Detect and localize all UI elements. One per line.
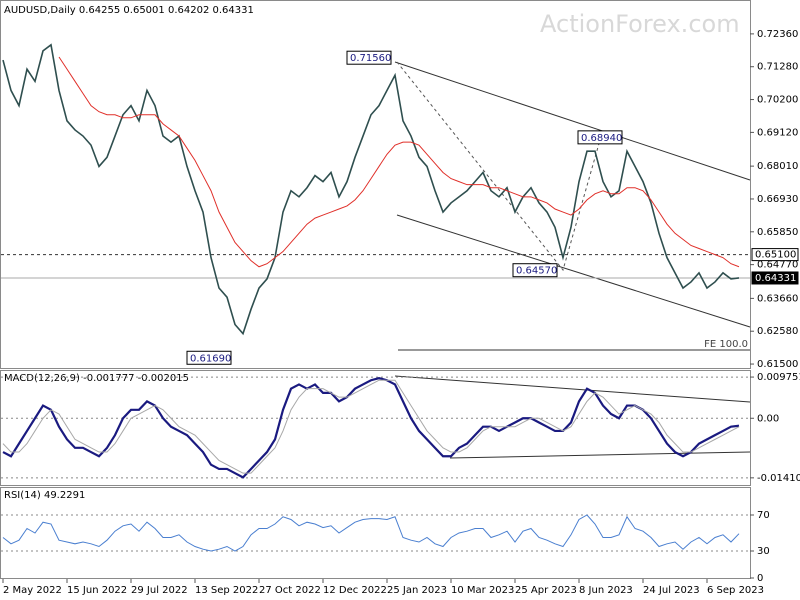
macd-panel [0,370,751,486]
series-line [2,379,740,474]
y-tick-label: 0.66930 [757,194,798,205]
level-tag [751,271,799,285]
y-tick-label: 0.69120 [757,127,798,138]
pivot-label: 0.71560 [350,53,391,64]
macd-lower-line [449,451,751,459]
y-tick-label: 0.71280 [757,62,798,73]
x-tick-label: 25 Jan 2023 [387,585,447,596]
level-label: 0.65100 [755,250,796,261]
y-tick-label: 0 [757,573,763,584]
y-tick-label: 0.00 [757,413,779,424]
fe-label: FE 100.0 [704,339,748,350]
projection [396,61,601,272]
watermark: ActionForex.com [540,10,740,38]
y-tick-label: 0.61500 [757,359,798,370]
pivot-label: 0.64570 [516,266,557,277]
pivot-tag [346,50,392,65]
lower-channel [396,214,751,328]
series-line [2,43,740,336]
y-tick-label: 30 [757,546,770,557]
macd-upper-line [394,375,751,403]
pivot-label: 0.68940 [581,133,622,144]
x-tick-label: 29 Jul 2022 [131,585,188,596]
macd-title: MACD(12,26,9) -0.001777 -0.002015 [4,373,189,384]
y-tick-label: 0.009751 [757,372,800,383]
series-line [2,514,740,552]
x-tick-label: 12 Dec 2022 [323,585,387,596]
level-tag [751,248,799,262]
x-tick-label: 25 Apr 2023 [515,585,577,596]
series-line [2,376,740,479]
y-tick-label: 0.65850 [757,227,798,238]
x-tick-label: 27 Oct 2022 [259,585,321,596]
series-line [58,56,740,268]
x-tick-label: 15 Jun 2022 [67,585,127,596]
pivot-label: 0.61690 [190,353,231,364]
x-tick-label: 8 Jun 2023 [579,585,633,596]
y-tick-label: 0.72360 [757,29,798,40]
y-tick-label: 0.70200 [757,95,798,106]
y-tick-label: 0.63660 [757,293,798,304]
y-tick-label: 0.68010 [757,161,798,172]
y-tick-label: 0.62580 [757,326,798,337]
x-tick-label: 24 Jul 2023 [643,585,700,596]
x-tick-label: 6 Sep 2023 [707,585,764,596]
y-tick-label: 70 [757,510,770,521]
x-tick-label: 13 Sep 2022 [195,585,258,596]
pivot-tag [577,130,623,145]
level-label: 0.64331 [755,273,796,284]
pivot-tag [512,263,558,278]
rsi-title: RSI(14) 49.2291 [4,490,85,501]
x-tick-label: 10 Mar 2023 [451,585,514,596]
y-tick-label: 0.64770 [757,260,798,271]
x-tick-label: 2 May 2022 [3,585,62,596]
pivot-tag [186,350,232,365]
upper-channel [394,61,751,181]
price-title: AUDUSD,Daily 0.64255 0.65001 0.64202 0.6… [4,5,254,16]
rsi-panel [0,487,751,579]
